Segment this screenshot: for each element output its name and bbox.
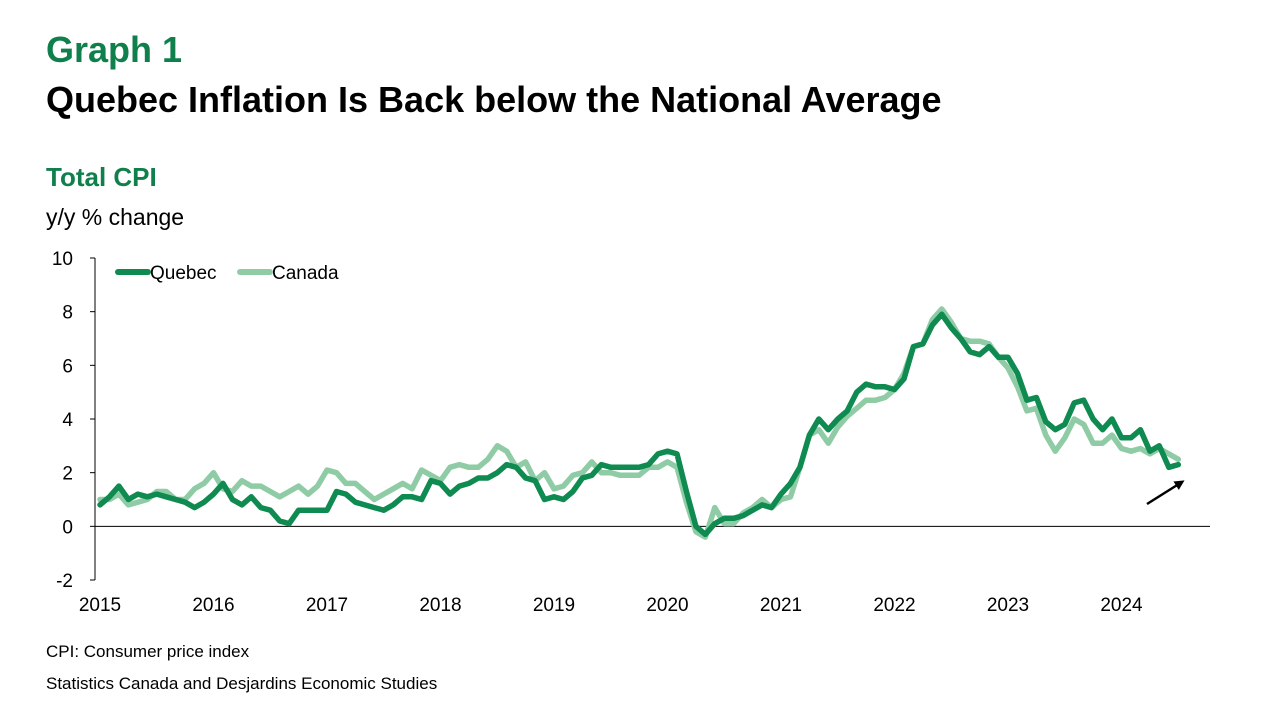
x-tick-label: 2022 [873,595,915,616]
y-tick-label: 6 [62,356,73,377]
x-tick-label: 2020 [646,595,688,616]
graph-number: Graph 1 [46,29,183,70]
legend-label-canada: Canada [272,263,339,284]
x-tick-label: 2015 [79,595,121,616]
y-axis-unit-label: y/y % change [46,204,185,230]
x-tick-label: 2024 [1100,595,1143,616]
y-tick-label: 10 [52,249,73,270]
annotation-arrow [1146,480,1185,506]
series-line-canada [97,306,1182,540]
y-tick-label: 0 [62,517,73,538]
page-title: Quebec Inflation Is Back below the Natio… [46,79,942,120]
x-axis: 2015 2016 2017 2018 2019 2020 2021 2022 2023 2024 [79,525,1210,616]
x-tick-label: 2017 [306,595,348,616]
chart-subtitle: Total CPI [46,162,157,192]
y-tick-label: 4 [62,410,73,431]
x-tick-label: 2016 [192,595,234,616]
x-tick-label: 2021 [760,595,802,616]
y-tick-label: 2 [62,464,73,485]
legend-label-quebec: Quebec [150,263,217,284]
x-tick-label: 2023 [987,595,1029,616]
footnote: CPI: Consumer price index [46,642,250,661]
y-tick-label: 8 [62,303,73,324]
y-axis: -2 0 2 4 6 8 10 [52,249,96,592]
legend: Quebec Canada [115,263,339,284]
series-lines [97,306,1182,540]
annotation [1146,480,1185,506]
source-note: Statistics Canada and Desjardins Economi… [46,674,438,693]
x-tick-label: 2018 [419,595,461,616]
series-line-quebec [97,311,1182,538]
x-tick-label: 2019 [533,595,575,616]
y-tick-label: -2 [56,571,73,592]
